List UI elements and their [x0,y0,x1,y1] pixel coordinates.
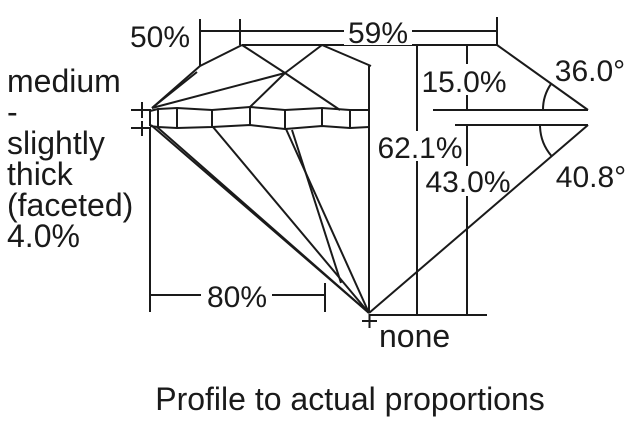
girdle-description: medium - slightly thick (faceted) 4.0% [7,63,133,254]
pavilion-lower-girdle-sliver [291,129,342,284]
crown-height-label: 15.0% [421,66,506,99]
knockout-lower-girdle [201,281,272,311]
girdle-desc-line-1: medium [7,63,121,99]
crown-upper-girdle-lines [249,72,341,111]
crown-angle-wedge [433,44,589,111]
crown-silhouette [151,44,243,109]
pavilion-depth-label: 43.0% [425,166,510,199]
pavilion-fan-line [212,126,370,314]
crown-angle-arc [541,83,552,111]
knockout-pavilion-depth [430,166,502,196]
label-knockouts [201,16,509,311]
girdle-desc-line-3: slightly [7,125,105,161]
star-length-label: 50% [130,21,190,54]
knockout-total-depth [379,131,463,161]
culet-label: none [379,318,450,354]
knockout-crown-height [421,64,509,95]
girdle-plus-marks [131,102,151,136]
pavilion-double-line [156,126,370,314]
lower-girdle-label: 80% [207,281,267,314]
knockout-table [344,16,412,45]
girdle-desc-line-6: 4.0% [7,218,80,254]
crown-bezel-zigzag [241,44,372,74]
diagram-title: Profile to actual proportions [155,381,545,417]
crown-fan-line [151,72,286,109]
pavilion-right-silhouette [368,124,589,314]
pavilion-facets [150,124,589,314]
table-label: 59% [348,17,408,50]
girdle-desc-line-5: (faceted) [7,187,133,223]
pavilion-lower-girdle-line [285,128,370,314]
culet-plus-mark [362,314,377,328]
total-depth-label: 62.1% [377,132,462,165]
crown-angle-label: 36.0° [555,55,625,88]
girdle-bottom-edge [149,124,370,130]
measurement-labels: 50% 59% 15.0% 36.0° 62.1% 43.0% 40.8° 80… [130,17,626,354]
pavilion-angle-arc [539,124,553,157]
dimension-lines [131,17,589,328]
crown-star-sliver [151,71,198,109]
girdle-facet-ticks [149,107,351,129]
girdle-desc-line-2: - [7,94,18,130]
girdle-desc-line-4: thick [7,156,74,192]
girdle-band [149,106,370,130]
pavilion-angle-label: 40.8° [556,161,626,194]
